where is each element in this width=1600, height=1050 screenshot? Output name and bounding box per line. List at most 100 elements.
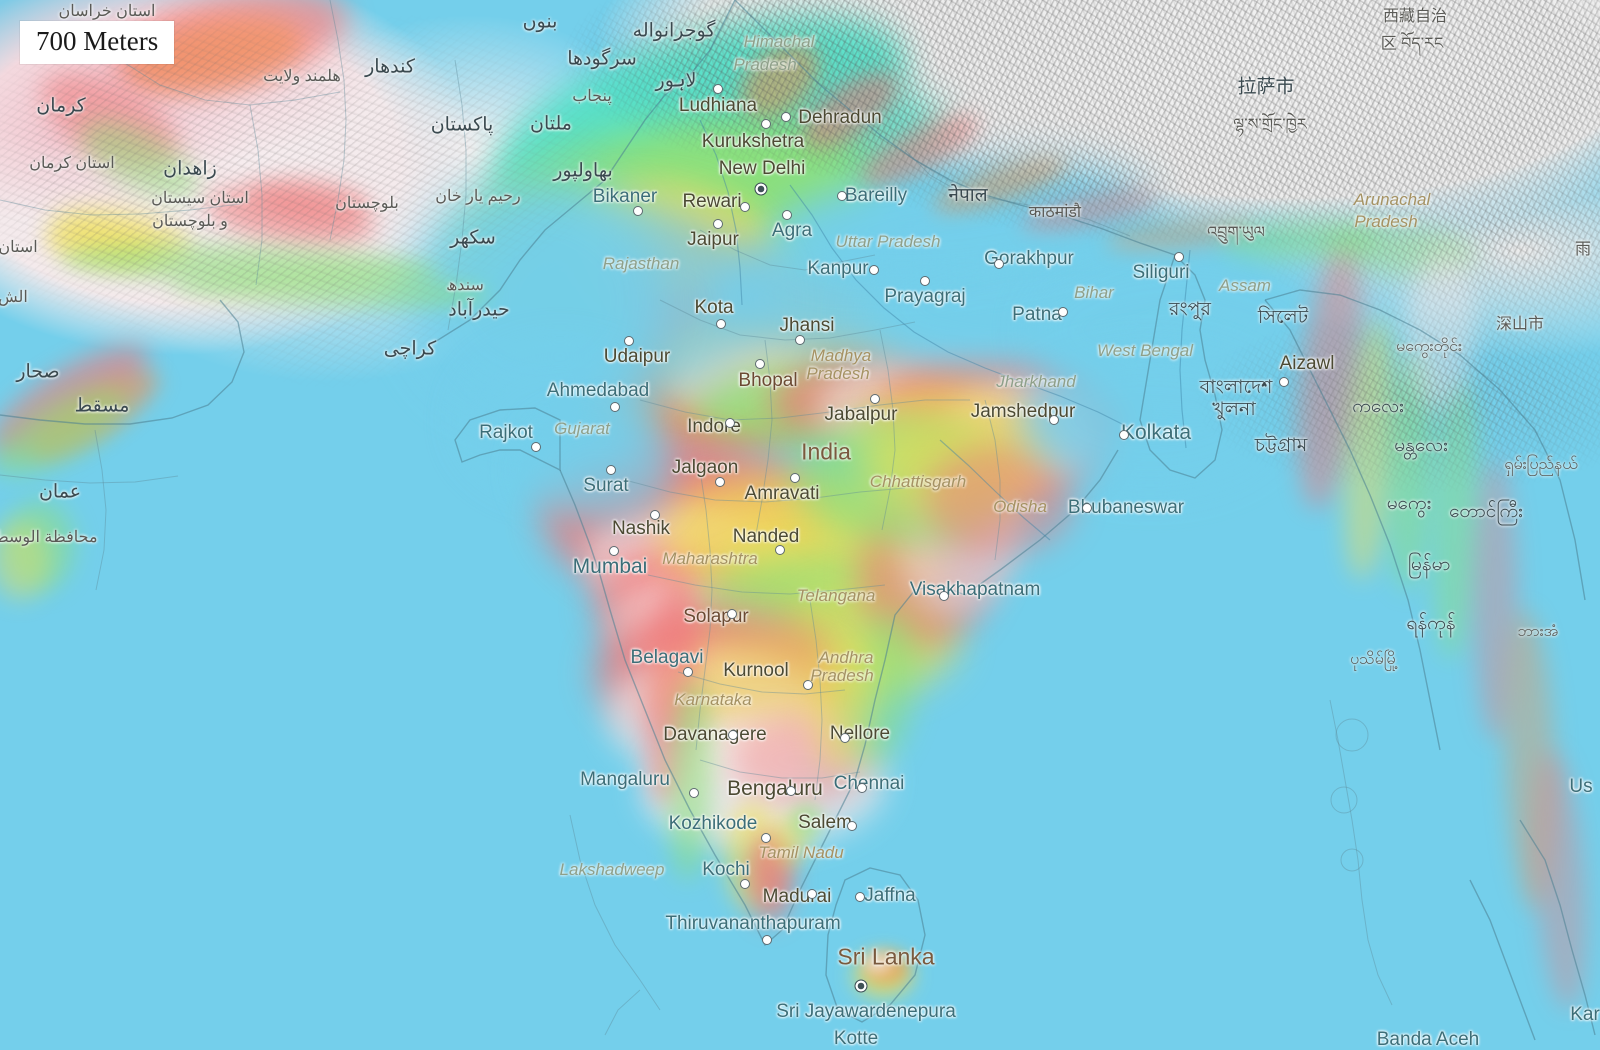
city-label-jabalpur[interactable]: Jabalpur [824, 404, 898, 425]
city-marker-icon[interactable] [740, 202, 750, 212]
city-marker-icon[interactable] [994, 259, 1004, 269]
native-label-15[interactable]: ملتان [530, 113, 572, 135]
city-marker-icon[interactable] [795, 335, 805, 345]
city-label-davanagere[interactable]: Davanagere [663, 724, 767, 745]
country-label-sri-lanka[interactable]: Sri Lanka [837, 943, 935, 970]
native-label-43[interactable]: ရှမ်းပြည်နယ် [1504, 456, 1578, 473]
state-label-west-bengal-3[interactable]: West Bengal [1096, 341, 1194, 360]
native-label-23[interactable]: مسقط [74, 395, 130, 417]
native-label-33[interactable]: 区 བོད་རང [1380, 35, 1444, 53]
city-label-mumbai[interactable]: Mumbai [572, 555, 648, 578]
state-label-chhattisgarh-9[interactable]: Chhattisgarh [869, 472, 967, 491]
city-label-kurnool[interactable]: Kurnool [723, 660, 789, 681]
city-label-nanded[interactable]: Nanded [732, 526, 800, 547]
native-label-2[interactable]: استان کرمان [29, 155, 115, 172]
native-label-37[interactable]: বাংলাদেশ [1199, 377, 1273, 398]
city-label-gorakhpur[interactable]: Gorakhpur [984, 248, 1074, 269]
native-label-49[interactable]: ပုသိမ်မြို့ [1349, 651, 1399, 668]
city-label-kochi[interactable]: Kochi [702, 859, 750, 880]
state-label-assam-4[interactable]: Assam [1219, 276, 1271, 295]
city-marker-icon[interactable] [1082, 503, 1092, 513]
city-label-agra[interactable]: Agra [771, 220, 813, 241]
city-marker-icon[interactable] [755, 359, 765, 369]
native-label-32[interactable]: 西藏自治 [1382, 8, 1448, 25]
city-marker-icon[interactable] [633, 206, 643, 216]
native-label-51[interactable]: 雨 [1574, 241, 1592, 258]
city-marker-icon[interactable] [869, 265, 879, 275]
state-label-pradesh-21[interactable]: Pradesh [1354, 212, 1418, 231]
native-label-42[interactable]: မန္တလေး [1394, 435, 1448, 456]
city-marker-icon[interactable] [855, 892, 865, 902]
city-marker-icon[interactable] [870, 394, 880, 404]
city-label-bikaner[interactable]: Bikaner [592, 186, 658, 207]
city-marker-icon[interactable] [1049, 415, 1059, 425]
city-label-solapur[interactable]: Solapur [683, 606, 749, 627]
city-label-bhopal[interactable]: Bhopal [738, 370, 798, 391]
city-label-bhubaneswar[interactable]: Bhubaneswar [1067, 497, 1185, 518]
city-label-jamshedpur[interactable]: Jamshedpur [970, 401, 1076, 422]
capital-marker-icon[interactable] [854, 979, 868, 993]
city-label-aizawl[interactable]: Aizawl [1279, 353, 1335, 374]
native-label-16[interactable]: بھاولپور [553, 160, 613, 182]
state-label-tamil-nadu-16[interactable]: Tamil Nadu [758, 843, 844, 862]
state-label-rajasthan-0[interactable]: Rajasthan [602, 254, 680, 273]
native-label-19[interactable]: سندھ [446, 277, 484, 294]
state-label-pradesh-7[interactable]: Pradesh [806, 364, 870, 383]
city-label-thiruvananthapuram[interactable]: Thiruvananthapuram [665, 913, 841, 934]
city-label-madurai[interactable]: Madurai [762, 886, 832, 907]
native-label-3[interactable]: زاهدان [163, 158, 217, 180]
state-label-telangana-12[interactable]: Telangana [796, 586, 876, 605]
native-label-38[interactable]: খুলনা [1212, 399, 1256, 420]
native-label-29[interactable]: काठमांडौ [1028, 204, 1082, 221]
native-label-52[interactable]: Banda Aceh [1376, 1029, 1480, 1050]
state-label-andhra-13[interactable]: Andhra [818, 648, 874, 667]
state-label-himachal-18[interactable]: Himachal [743, 32, 815, 51]
city-marker-icon[interactable] [727, 609, 737, 619]
city-marker-icon[interactable] [713, 84, 723, 94]
native-label-35[interactable]: রংপুর [1169, 299, 1211, 320]
city-marker-icon[interactable] [725, 418, 735, 428]
city-label-salem[interactable]: Salem [798, 812, 852, 833]
native-label-10[interactable]: گوجرانواله [632, 20, 716, 42]
city-marker-icon[interactable] [609, 546, 619, 556]
city-label-jaipur[interactable]: Jaipur [687, 229, 739, 250]
city-label-ludhiana[interactable]: Ludhiana [678, 95, 758, 116]
city-marker-icon[interactable] [786, 786, 796, 796]
city-label-dehradun[interactable]: Dehradun [798, 107, 882, 128]
city-marker-icon[interactable] [781, 112, 791, 122]
city-marker-icon[interactable] [807, 889, 817, 899]
state-label-gujarat-8[interactable]: Gujarat [554, 419, 610, 438]
native-label-28[interactable]: नेपाल [948, 185, 988, 206]
city-label-nellore[interactable]: Nellore [829, 723, 891, 744]
country-label-india[interactable]: India [801, 438, 851, 465]
native-label-24[interactable]: عمان [38, 481, 82, 503]
city-marker-icon[interactable] [857, 783, 867, 793]
city-label-siliguri[interactable]: Siliguri [1132, 262, 1190, 283]
state-label-madhya-6[interactable]: Madhya [810, 346, 872, 365]
native-label-36[interactable]: সিলেট [1257, 307, 1309, 328]
city-marker-icon[interactable] [610, 402, 620, 412]
city-marker-icon[interactable] [803, 680, 813, 690]
city-label-prayagraj[interactable]: Prayagraj [884, 286, 966, 307]
native-label-45[interactable]: တောင်ကြီး [1449, 501, 1523, 522]
city-marker-icon[interactable] [728, 730, 738, 740]
city-marker-icon[interactable] [782, 210, 792, 220]
native-label-40[interactable]: မကွေးတိုင်း [1395, 338, 1463, 355]
city-marker-icon[interactable] [837, 191, 847, 201]
state-label-pradesh-19[interactable]: Pradesh [733, 55, 797, 74]
state-label-pradesh-14[interactable]: Pradesh [810, 666, 874, 685]
native-label-21[interactable]: کراچی [383, 338, 437, 360]
city-marker-icon[interactable] [1119, 430, 1129, 440]
city-label-jaffna[interactable]: Jaffna [864, 885, 916, 906]
city-label-nashik[interactable]: Nashik [611, 518, 671, 539]
city-marker-icon[interactable] [683, 667, 693, 677]
city-marker-icon[interactable] [1058, 307, 1068, 317]
city-label-visakhapatnam[interactable]: Visakhapatnam [909, 579, 1041, 600]
city-marker-icon[interactable] [939, 591, 949, 601]
native-label-31[interactable]: ལྷ་ས་གྲོང་ཁྱེར [1233, 116, 1307, 134]
city-label-amravati[interactable]: Amravati [744, 483, 820, 504]
city-label-mangaluru[interactable]: Mangaluru [580, 769, 670, 790]
city-label-belagavi[interactable]: Belagavi [630, 647, 704, 668]
native-label-13[interactable]: پنجاب [572, 88, 612, 105]
state-label-maharashtra-11[interactable]: Maharashtra [662, 549, 758, 568]
